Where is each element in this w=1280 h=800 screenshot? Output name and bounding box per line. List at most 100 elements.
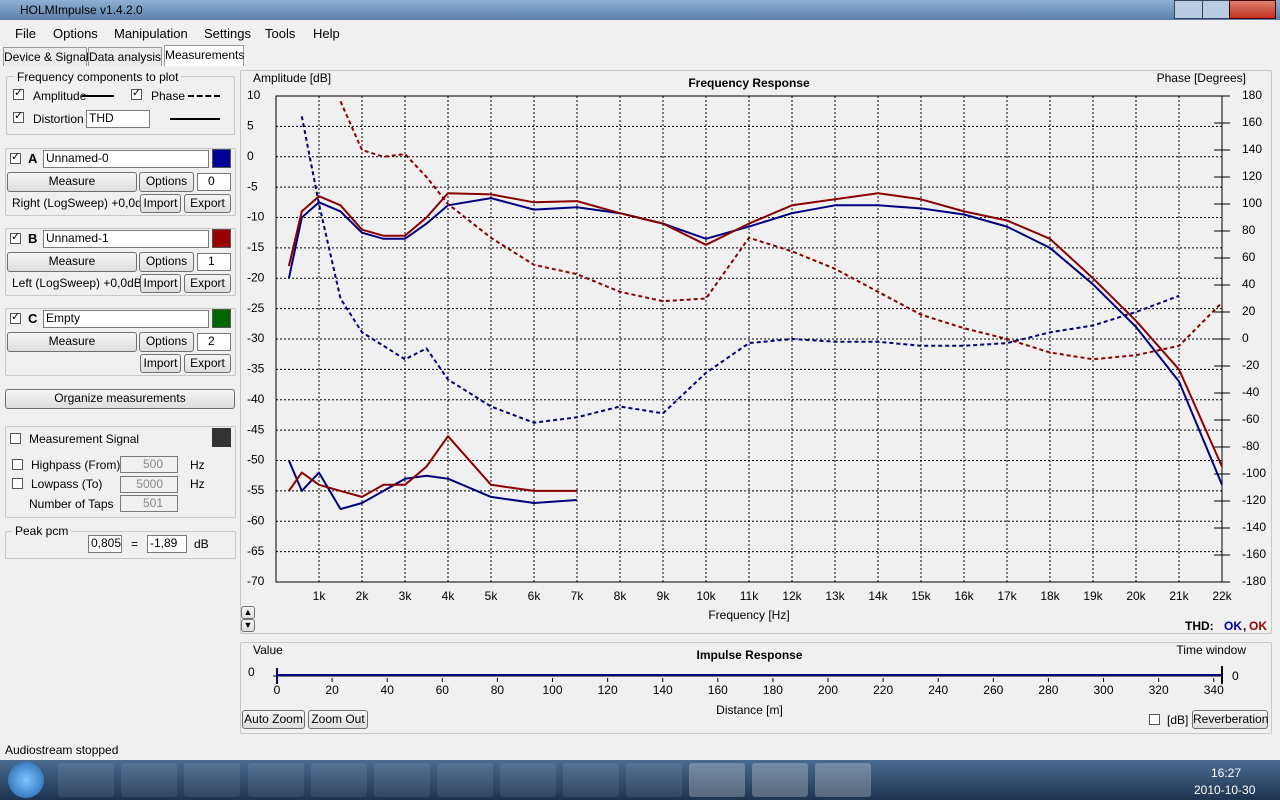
checkbox[interactable] (10, 433, 21, 444)
measure-button[interactable]: Measure (7, 332, 137, 352)
taskbar-app[interactable] (184, 763, 240, 797)
menu-item[interactable]: Tools (265, 26, 296, 41)
input[interactable]: 500 (120, 456, 178, 473)
thd-label: THD: (1185, 619, 1214, 633)
x-tick-label: 21k (1169, 589, 1189, 603)
x-tick-label: 11k (740, 589, 759, 603)
title-bar (0, 0, 1280, 20)
taskbar (0, 760, 1280, 800)
x-tick-label: 12k (782, 589, 802, 603)
name-dropdown[interactable]: Empty (43, 310, 209, 328)
color-swatch[interactable] (212, 229, 231, 248)
taskbar-app[interactable] (437, 763, 493, 797)
input[interactable]: -1,89 (147, 535, 187, 553)
measure-button[interactable]: Measure (7, 172, 137, 192)
reverberation-button[interactable]: Reverberation (1192, 710, 1268, 729)
y2-tick-label: -140 (1242, 520, 1266, 534)
x-tick-label: 18k (1040, 589, 1060, 603)
checkbox[interactable] (10, 230, 21, 244)
taskbar-app[interactable] (374, 763, 430, 797)
unit: Hz (190, 477, 205, 491)
start-button[interactable] (8, 762, 44, 798)
measure-button[interactable]: Measure (7, 252, 137, 272)
input[interactable]: 501 (120, 495, 178, 512)
x-tick-label: 17k (997, 589, 1017, 603)
y2-tick-label: 20 (1242, 304, 1256, 318)
tab[interactable]: Data analysis (88, 47, 162, 66)
checkbox[interactable] (10, 310, 21, 324)
x-tick-label: 7k (571, 589, 585, 603)
color-swatch (212, 428, 231, 447)
options-button[interactable]: Options (139, 332, 194, 352)
checkbox[interactable] (12, 459, 23, 470)
checkbox[interactable] (12, 478, 23, 489)
tab[interactable]: Device & Signal (3, 47, 89, 66)
series-line (287, 192, 1223, 468)
x-tick-label: 20 (325, 683, 339, 697)
menu-item[interactable]: Settings (204, 26, 251, 41)
frequency-panel (240, 70, 1272, 634)
y2-axis-label: Phase [Degrees] (1157, 71, 1246, 85)
index-spinner[interactable]: 2 (197, 333, 231, 351)
taskbar-app[interactable] (500, 763, 556, 797)
auto-zoom-button[interactable]: Auto Zoom (242, 710, 305, 729)
taskbar-app[interactable] (626, 763, 682, 797)
x-tick-label: 320 (1149, 683, 1169, 697)
taskbar-app[interactable] (121, 763, 177, 797)
export-button[interactable]: Export (184, 194, 231, 213)
taskbar-app[interactable] (689, 763, 745, 797)
zoom-out-button[interactable]: Zoom Out (308, 710, 368, 729)
import-button[interactable]: Import (140, 274, 181, 293)
options-button[interactable]: Options (139, 172, 194, 192)
options-button[interactable]: Options (139, 252, 194, 272)
name-dropdown[interactable]: Unnamed-0 (43, 150, 209, 168)
taskbar-app[interactable] (563, 763, 619, 797)
label: Phase (151, 89, 186, 103)
menu-item[interactable]: Options (53, 26, 98, 41)
line-sample (82, 95, 114, 97)
maximize-button[interactable] (1202, 0, 1230, 19)
letter: A (28, 151, 38, 166)
color-swatch[interactable] (212, 149, 231, 168)
group-box (5, 531, 236, 559)
taskbar-app[interactable] (248, 763, 304, 797)
taskbar-app[interactable] (58, 763, 114, 797)
minimize-button[interactable] (1174, 0, 1203, 19)
checkbox[interactable] (131, 86, 142, 100)
x-tick-label: 80 (491, 683, 505, 697)
x-tick-label: 9k (657, 589, 671, 603)
taskbar-app[interactable] (815, 763, 871, 797)
import-button[interactable]: Import (140, 354, 181, 373)
export-button[interactable]: Export (184, 274, 231, 293)
name-dropdown[interactable]: Unnamed-1 (43, 230, 209, 248)
organize-button[interactable]: Organize measurements (5, 389, 235, 409)
checkbox[interactable] (13, 86, 24, 100)
x-tick-label: 180 (763, 683, 783, 697)
menu-item[interactable]: Manipulation (114, 26, 188, 41)
input[interactable]: 5000 (120, 476, 178, 493)
taskbar-app[interactable] (752, 763, 808, 797)
checkbox[interactable] (10, 150, 21, 164)
index-spinner[interactable]: 1 (197, 253, 231, 271)
tab[interactable]: Measurements (164, 45, 244, 66)
db-checkbox[interactable] (1149, 714, 1160, 725)
scroll-down[interactable]: ▼ (241, 619, 255, 632)
taskbar-app[interactable] (311, 763, 367, 797)
menu-item[interactable]: Help (313, 26, 340, 41)
color-swatch[interactable] (212, 309, 231, 328)
index-spinner[interactable]: 0 (197, 173, 231, 191)
export-button[interactable]: Export (184, 354, 231, 373)
x-tick-label: 5k (485, 589, 499, 603)
impulse-trace (276, 668, 1222, 684)
group-title: Frequency components to plot (14, 70, 182, 84)
checkbox[interactable] (13, 109, 24, 123)
dropdown[interactable]: THD (86, 110, 150, 128)
menu-item[interactable]: File (15, 26, 36, 41)
close-button[interactable] (1229, 0, 1276, 19)
input[interactable]: 0,805 (88, 535, 122, 553)
x-tick-label: 2k (356, 589, 370, 603)
import-button[interactable]: Import (140, 194, 181, 213)
y-axis-label: Amplitude [dB] (253, 71, 331, 85)
scroll-up[interactable]: ▲ (241, 606, 255, 619)
y-tick-label: -40 (247, 392, 265, 406)
